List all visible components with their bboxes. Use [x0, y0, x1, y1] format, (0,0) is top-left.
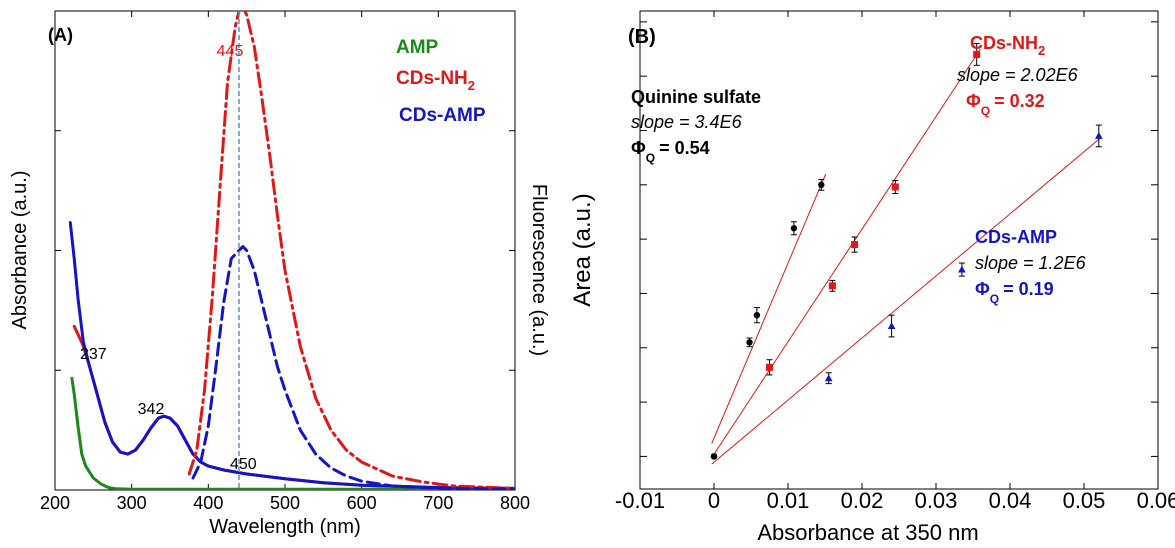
marker-circle: [790, 225, 798, 232]
panel-a: 200 300 400 500 600 700 800 (A) Wavelength (nm…: [9, 10, 550, 538]
panel-b-tick-labels: -0.01 0 0.01 0.02 0.03 0.04 0.05 0.06: [615, 488, 1175, 513]
marker-square: [851, 241, 859, 249]
panel-b-x-tick-label: 0.03: [915, 488, 958, 513]
data-point: [790, 221, 798, 236]
phi-subscript: Q: [981, 104, 990, 118]
marker-triangle: [958, 265, 966, 273]
marker-circle: [753, 311, 761, 319]
slope-cds-nh2: slope = 2.02E6: [957, 65, 1079, 85]
panel-a-x-tick-label: 800: [500, 493, 530, 513]
panel-b-x-tick-label: 0.01: [767, 488, 810, 513]
label-quinine: Quinine sulfate: [631, 87, 761, 107]
panel-b-xlabel: Absorbance at 350 nm: [757, 520, 978, 545]
marker-circle: [746, 339, 753, 346]
fit-line-quinine-sulfate: [711, 173, 827, 444]
panel-b-x-tick-label: 0: [708, 488, 720, 513]
data-point: [851, 236, 859, 253]
panel-b: -0.01 0 0.01 0.02 0.03 0.04 0.05 0.06 (B) Absor…: [569, 10, 1175, 545]
panel-a-tick-labels: 200 300 400 500 600 700 800: [40, 493, 530, 513]
panel-b-axis-ticks: [639, 11, 1159, 489]
marker-circle: [710, 453, 718, 460]
panel-a-xlabel: Wavelength (nm): [209, 516, 361, 538]
legend-cds-amp: CDs-AMP: [399, 105, 486, 126]
panel-a-series: [68, 11, 515, 490]
phi-symbol: Φ: [975, 279, 990, 299]
data-point: [1095, 124, 1103, 148]
panel-a-label: (A): [48, 25, 73, 45]
marker-triangle: [887, 322, 896, 330]
label-cds-nh2-sub: 2: [1038, 43, 1045, 58]
panel-b-label: (B): [628, 26, 656, 48]
series-cds-amp-absorbance: [68, 221, 515, 490]
label-cds-amp: CDs-AMP: [975, 227, 1057, 247]
data-point: [828, 279, 836, 292]
data-point: [824, 372, 833, 385]
phi-cds-nh2: ΦQ = 0.32: [966, 91, 1045, 118]
annotation-237: 237: [80, 346, 107, 363]
data-point: [753, 307, 761, 324]
marker-square: [891, 183, 899, 191]
panel-a-ylabel: Absorbance (a.u.): [9, 171, 31, 330]
slope-cds-amp: slope = 1.2E6: [975, 253, 1087, 273]
panel-a-x-tick-label: 600: [347, 493, 377, 513]
panel-b-x-tick-label: -0.01: [615, 488, 665, 513]
data-point: [766, 359, 773, 376]
phi-value: = 0.32: [994, 91, 1045, 111]
phi-value: = 0.19: [1003, 279, 1054, 299]
panel-a-x-tick-label: 200: [40, 493, 70, 513]
panel-a-x-tick-label: 700: [423, 493, 453, 513]
annotation-450: 450: [230, 456, 257, 473]
panel-b-x-tick-label: 0.05: [1063, 488, 1106, 513]
panel-b-x-tick-label: 0.02: [841, 488, 884, 513]
marker-triangle: [1095, 131, 1103, 139]
series-cds-nh2-fluorescence: [187, 11, 515, 490]
phi-cds-amp: ΦQ = 0.19: [975, 279, 1054, 306]
panel-a-x-tick-label: 400: [193, 493, 223, 513]
phi-value: = 0.54: [659, 138, 710, 158]
data-point: [891, 179, 899, 195]
marker-triangle: [824, 374, 833, 382]
panel-b-x-tick-label: 0.04: [989, 488, 1032, 513]
annotation-445: 445: [217, 43, 244, 60]
phi-quinine: ΦQ = 0.54: [631, 138, 710, 165]
data-point: [746, 337, 753, 348]
panel-b-x-tick-label: 0.06: [1137, 488, 1175, 513]
marker-square: [973, 50, 981, 58]
fit-line-cds-amp: [711, 137, 1101, 465]
panel-b-plot-frame: [639, 10, 1159, 490]
phi-symbol: Φ: [966, 91, 981, 111]
panel-a-x-tick-label: 500: [270, 493, 300, 513]
data-point: [958, 262, 966, 277]
label-cds-nh2-main: CDs-NH: [970, 33, 1038, 53]
panel-b-fit-lines: [711, 48, 1101, 465]
legend-cds-nh2: CDs-NH2: [396, 68, 475, 93]
phi-subscript: Q: [990, 292, 999, 306]
panel-b-ylabel: Area (a.u.): [569, 193, 596, 306]
panel-b-points: [710, 43, 1103, 460]
annotation-342: 342: [138, 401, 165, 418]
data-point: [710, 453, 718, 460]
series-cds-amp-fluorescence: [191, 245, 515, 490]
panel-a-x-tick-label: 300: [117, 493, 147, 513]
data-point: [887, 314, 896, 338]
phi-symbol: Φ: [631, 138, 646, 158]
series-amp-absorbance: [70, 376, 515, 490]
label-cds-nh2: CDs-NH2: [970, 33, 1045, 58]
legend-amp: AMP: [396, 37, 439, 58]
marker-circle: [818, 181, 825, 189]
data-point: [818, 178, 825, 191]
marker-square: [766, 363, 773, 371]
slope-quinine: slope = 3.4E6: [631, 112, 743, 132]
phi-subscript: Q: [646, 151, 655, 165]
panel-a-y2label: Fluorescence (a.u.): [528, 184, 550, 356]
marker-square: [828, 282, 836, 290]
fit-line-cds-nh2: [713, 48, 981, 455]
data-point: [973, 43, 981, 66]
